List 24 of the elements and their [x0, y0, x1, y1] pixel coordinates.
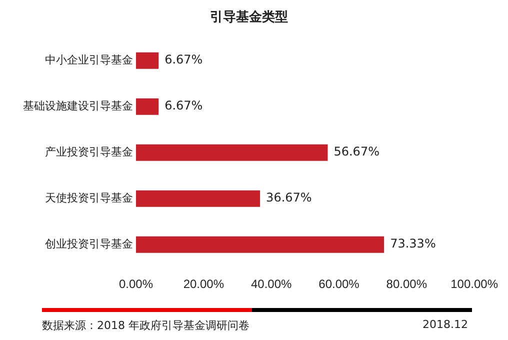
- x-tick-label: 40.00%: [250, 277, 292, 292]
- x-tick-label: 80.00%: [386, 277, 428, 292]
- bar: [136, 144, 328, 161]
- bar: [136, 236, 384, 253]
- x-tick-label: 60.00%: [318, 277, 360, 292]
- bar: [136, 52, 159, 69]
- data-label: 6.67%: [164, 98, 203, 113]
- x-tick-label: 20.00%: [183, 277, 224, 292]
- data-label: 56.67%: [334, 144, 380, 159]
- data-label: 36.67%: [266, 190, 312, 205]
- y-tick-label: 基础设施建设引导基金: [23, 100, 133, 113]
- y-tick-label: 创业投资引导基金: [45, 238, 133, 251]
- text: 2018.12: [422, 318, 468, 331]
- data-label: 6.67%: [164, 52, 203, 67]
- x-tick-label: 0.00%: [118, 277, 154, 292]
- y-tick-label: 中小企业引导基金: [45, 54, 133, 67]
- y-tick-label: 产业投资引导基金: [45, 146, 133, 159]
- bar: [136, 190, 260, 207]
- chart-title: 引导基金类型: [210, 10, 288, 26]
- y-tick-label: 天使投资引导基金: [45, 192, 133, 205]
- data-label: 73.33%: [390, 236, 436, 251]
- bar: [136, 98, 159, 115]
- source-note: 数据来源：2018 年政府引导基金调研问卷: [42, 318, 250, 333]
- x-tick-label: 100.00%: [450, 277, 498, 292]
